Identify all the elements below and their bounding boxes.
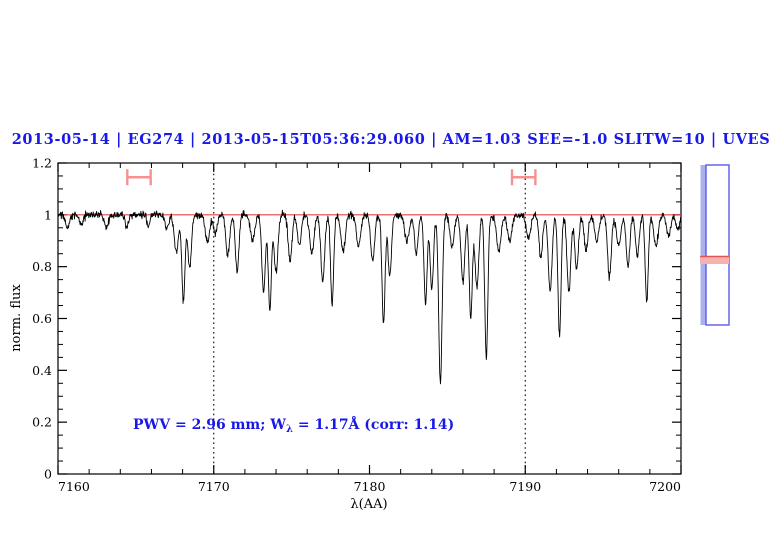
spectrum-trace — [57, 209, 682, 385]
wavelength-range-markers — [126, 169, 537, 186]
x-axis-minor-ticks — [88, 163, 651, 474]
y-tick-label: 0 — [44, 467, 52, 482]
gauge-band[interactable] — [700, 257, 729, 264]
y-tick-label: 0.2 — [32, 415, 52, 430]
pwv-annotation-subscript: λ — [286, 424, 293, 435]
x-axis-tick-labels: 7160 7170 7180 7190 7200 — [58, 479, 681, 494]
y-tick-label: 1 — [44, 207, 52, 222]
x-tick-label: 7170 — [198, 479, 230, 494]
y-tick-label: 0.6 — [32, 311, 52, 326]
pwv-annotation: PWV = 2.96 mm; Wλ = 1.17Å (corr: 1.14) — [133, 415, 454, 435]
x-tick-label: 7190 — [509, 479, 541, 494]
x-tick-label: 7180 — [354, 479, 386, 494]
y-tick-label: 0.8 — [32, 259, 52, 274]
pwv-annotation-suffix: = 1.17Å (corr: 1.14) — [293, 415, 454, 433]
x-axis-title: λ(AA) — [350, 497, 387, 512]
y-axis-tick-labels: 0 0.2 0.4 0.6 0.8 1 1.2 — [32, 156, 52, 482]
x-tick-label: 7160 — [58, 479, 90, 494]
y-axis-title: norm. flux — [9, 284, 24, 352]
pwv-scale-gauge[interactable] — [700, 164, 730, 326]
page-title: 2013-05-14 | EG274 | 2013-05-15T05:36:29… — [11, 131, 771, 148]
y-axis-minor-ticks — [58, 175, 681, 462]
vertical-reference-lines — [213, 164, 526, 473]
gauge-frame[interactable] — [705, 164, 730, 326]
y-tick-label: 0.4 — [32, 363, 52, 378]
x-tick-label: 7200 — [649, 479, 681, 494]
y-tick-label: 1.2 — [32, 156, 52, 171]
pwv-annotation-prefix: PWV = 2.96 mm; W — [133, 417, 286, 433]
